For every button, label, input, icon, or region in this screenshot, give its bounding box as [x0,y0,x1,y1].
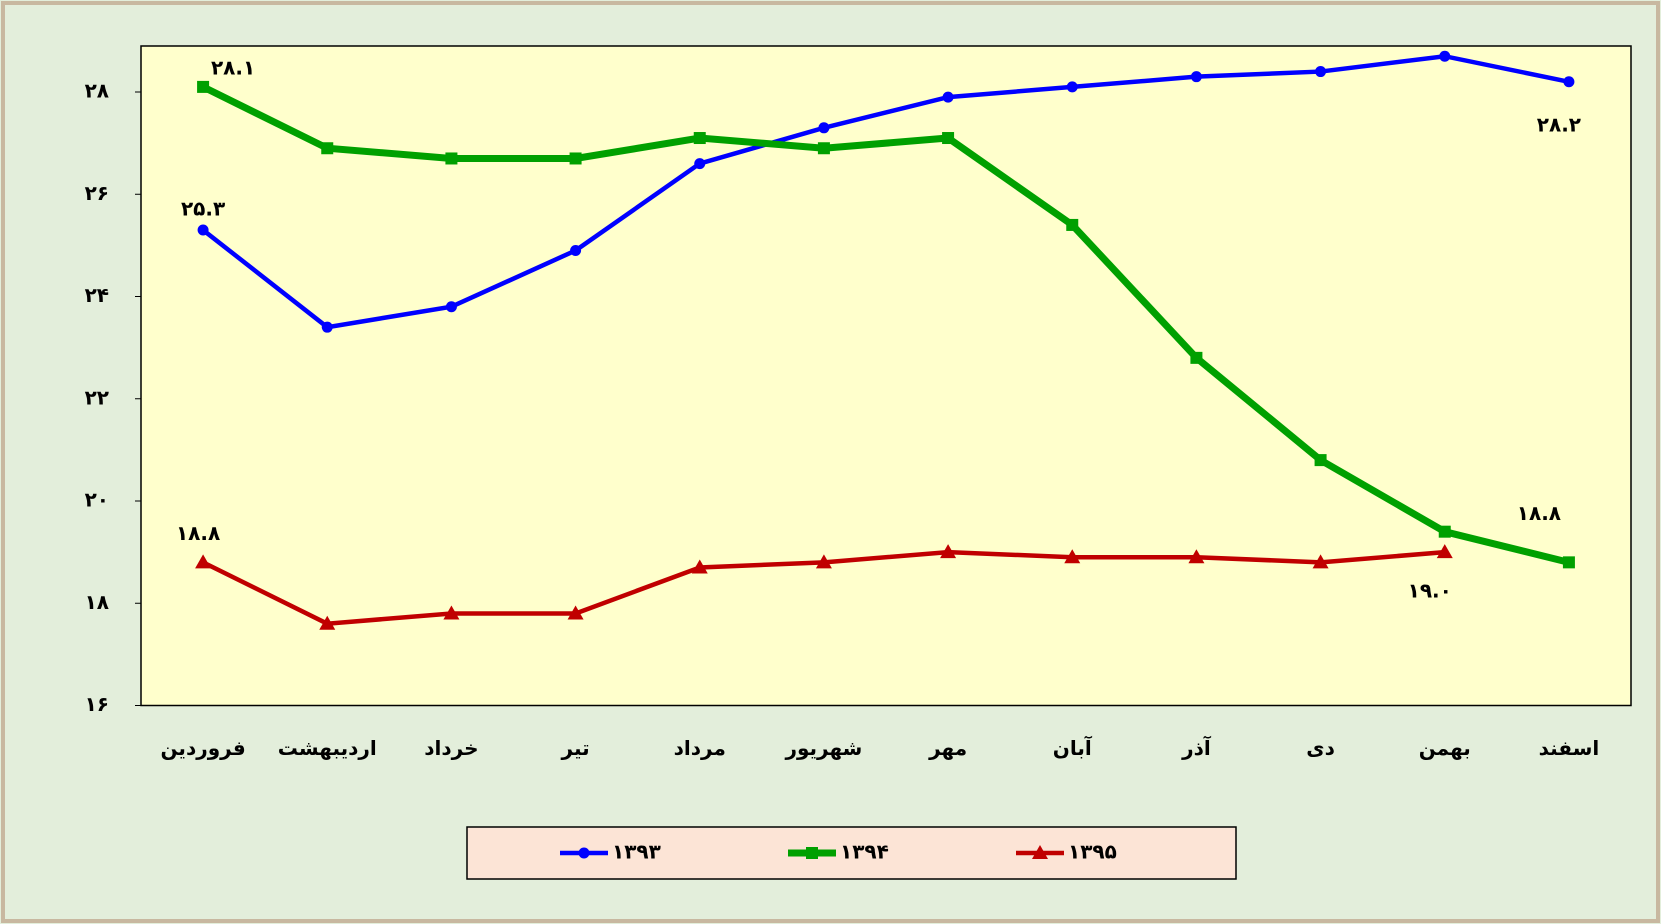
y-tick-label: ۲۸ [85,79,109,103]
point [942,91,954,103]
point [445,301,457,313]
data-label: ۱۸.۸ [1517,501,1561,525]
point [197,224,209,236]
point [321,142,334,155]
point [1562,556,1575,569]
series-line [201,83,1570,566]
series-line [201,53,1570,330]
point [1439,50,1451,62]
point [567,605,584,620]
point [694,158,706,170]
x-tick-label: بهمن [1419,736,1471,760]
x-tick-label: شهریور [784,736,862,760]
legend-label: ۱۳۹۳ [612,840,661,864]
x-tick-label: خرداد [424,736,478,760]
point [1436,544,1453,559]
point [570,244,582,256]
y-tick-label: ۱۶ [85,692,109,716]
point [693,132,706,145]
point [1190,71,1202,83]
point [1032,845,1048,859]
y-tick-label: ۲۴ [85,283,109,307]
y-tick-label: ۲۰ [85,488,109,512]
legend-label: ۱۳۹۴ [840,840,889,864]
point [940,544,957,559]
point [1438,525,1451,538]
data-label: ۲۸.۲ [1537,112,1581,136]
point [1190,351,1203,364]
point [569,152,582,165]
x-tick-label: تیر [561,736,590,760]
point [1064,549,1081,564]
x-tick-label: اسفند [1539,736,1600,760]
point [321,321,333,333]
x-tick-label: آذر [1181,735,1212,760]
data-label: ۱۸.۸ [176,521,220,545]
x-tick-label: آبان [1053,735,1093,760]
x-tick-label: دی [1306,736,1335,760]
point [806,847,818,859]
y-tick-label: ۲۲ [85,385,109,409]
point [443,605,460,620]
point [691,559,708,574]
point [1066,81,1078,93]
point [1315,66,1327,78]
point [319,615,336,630]
y-tick-label: ۲۶ [85,181,109,205]
point [815,554,832,569]
point [1066,218,1079,231]
point [1314,454,1327,467]
y-tick-label: ۱۸ [85,590,109,614]
data-label: ۱۹.۰ [1408,579,1452,603]
x-tick-label: فروردین [160,736,245,760]
point [445,152,458,165]
legend-label: ۱۳۹۵ [1068,840,1117,864]
x-tick-label: مهر [928,736,967,760]
point [818,122,830,134]
data-label: ۲۸.۱ [211,55,255,79]
point [1312,554,1329,569]
point [1188,549,1205,564]
x-tick-label: مرداد [674,736,726,760]
point [942,132,955,145]
point [1563,76,1575,88]
data-label: ۲۵.۳ [181,197,225,221]
x-tick-label: اردیبهشت [278,736,377,760]
point [197,80,210,93]
point [817,142,830,155]
point [195,554,212,569]
point [578,847,590,859]
